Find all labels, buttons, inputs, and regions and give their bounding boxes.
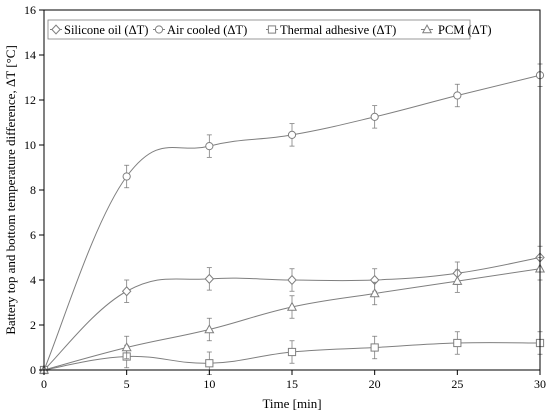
x-axis-title: Time [min] [262, 396, 321, 411]
data-point [121, 342, 132, 352]
legend-item-3: Thermal adhesive (ΔT) [266, 23, 396, 37]
legend-label: Air cooled (ΔT) [167, 23, 247, 37]
y-tick-label: 16 [24, 3, 36, 17]
legend-marker [267, 25, 277, 34]
series-3 [39, 331, 545, 375]
data-point [453, 91, 462, 100]
legend-box [47, 19, 471, 40]
legend-label: PCM (ΔT) [438, 23, 492, 37]
y-tick-label: 10 [24, 138, 36, 152]
data-point [204, 324, 215, 334]
y-tick-label: 6 [30, 228, 36, 242]
data-point [205, 142, 214, 151]
data-point [452, 275, 463, 285]
legend-item-4: PCM (ΔT) [421, 23, 492, 37]
legend-item-2: Air cooled (ΔT) [153, 23, 247, 37]
y-tick-label: 12 [24, 93, 36, 107]
y-tick-label: 0 [30, 363, 36, 377]
data-point [370, 343, 379, 352]
y-tick-label: 8 [30, 183, 36, 197]
series-layer [38, 63, 546, 376]
x-tick-label: 25 [451, 377, 463, 391]
legend-marker [51, 24, 61, 35]
x-tick-label: 5 [124, 377, 130, 391]
y-tick-label: 14 [24, 48, 36, 62]
data-point [122, 172, 131, 181]
y-axis-title: Battery top and bottom temperature diffe… [3, 45, 18, 335]
data-point [287, 130, 297, 139]
x-tick-label: 20 [369, 377, 381, 391]
legend-marker [154, 25, 164, 34]
x-tick-label: 0 [41, 377, 47, 391]
x-tick-label: 15 [286, 377, 298, 391]
legend-marker [421, 24, 433, 34]
legend-items: Silicone oil (ΔT) Air cooled (ΔT) Thermal … [50, 23, 492, 37]
x-tick-label: 10 [203, 377, 215, 391]
data-point [370, 112, 379, 121]
data-point [205, 359, 214, 368]
legend: Silicone oil (ΔT) Air cooled (ΔT) Thermal … [47, 19, 492, 40]
y-tick-label: 4 [30, 273, 36, 287]
legend-item-1: Silicone oil (ΔT) [50, 23, 148, 37]
data-point [287, 347, 297, 357]
legend-label: Thermal adhesive (ΔT) [280, 23, 396, 37]
data-point [286, 301, 298, 311]
data-point [287, 274, 297, 286]
data-point [204, 273, 215, 285]
x-tick-label: 30 [534, 377, 546, 391]
ticks-layer: 0 5 10 15 20 25 30 0 2 4 6 8 10 12 14 16 [24, 3, 546, 391]
data-point [121, 286, 132, 297]
y-tick-label: 2 [30, 318, 36, 332]
data-point [369, 288, 380, 298]
legend-label: Silicone oil (ΔT) [64, 23, 148, 37]
data-point [453, 338, 462, 348]
